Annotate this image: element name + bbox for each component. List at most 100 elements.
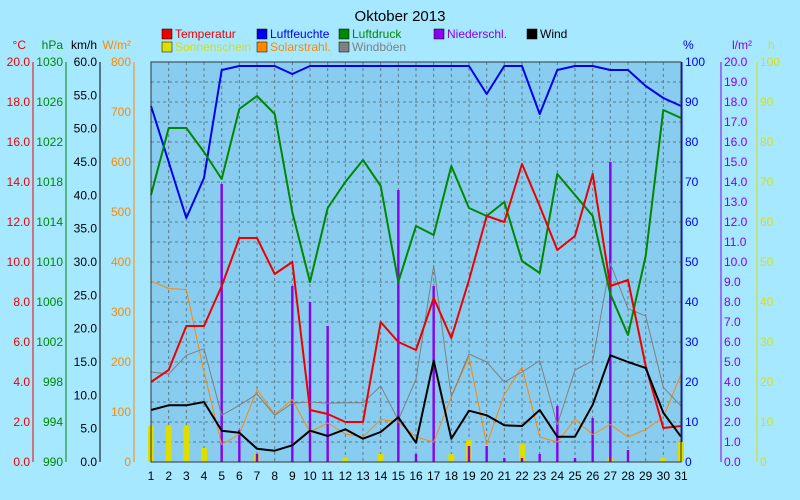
precipitation-bar (591, 418, 594, 462)
axis-tick-label: 40.0 (74, 188, 98, 202)
line-solarstrahl (150, 280, 682, 445)
precipitation-bar (556, 406, 559, 462)
axis-tick-label: 19.0 (724, 75, 748, 89)
precipitation-bar (326, 326, 329, 462)
axis-tick-label: 20 (685, 375, 699, 389)
precipitation-bar (467, 446, 471, 462)
axis-tick-label: 45.0 (74, 155, 98, 169)
x-tick-label: 6 (236, 469, 243, 483)
axis-tick-label: 400 (111, 255, 131, 269)
x-tick-label: 10 (303, 469, 317, 483)
axis-tick-label: 15.0 (74, 355, 98, 369)
x-tick-label: 18 (445, 469, 459, 483)
x-tick-label: 11 (321, 469, 334, 483)
axis-tick-label: 18.0 (724, 95, 748, 109)
axis-tick-label: 300 (111, 305, 131, 319)
axis-tick-label: 90 (685, 95, 699, 109)
x-tick-label: 14 (374, 469, 388, 483)
axis-tick-label: 20.0 (7, 55, 31, 69)
axis-unit-label: km/h (71, 38, 97, 52)
axis-unit-label: °C (13, 38, 27, 52)
legend-label: Temperatur (175, 27, 236, 41)
axis-tick-label: 10.0 (74, 388, 98, 402)
line-wind (150, 354, 682, 452)
axis-tick-label: 100 (685, 55, 705, 69)
legend-item: Solarstrahl. (256, 40, 331, 54)
axis-tick-label: 50 (760, 255, 774, 269)
axis-tick-label: 1002 (36, 335, 63, 349)
axis-tick-label: 10 (685, 415, 699, 429)
line-temperatur (150, 163, 682, 429)
precipitation-bar (255, 454, 259, 462)
lines (150, 65, 682, 452)
axis-tick-label: 100 (111, 405, 131, 419)
legend-item: Luftfeuchte (256, 27, 330, 41)
axis-tick-label: 4.0 (724, 375, 741, 389)
axis-tick-label: 0 (760, 455, 767, 469)
x-tick-label: 29 (639, 469, 653, 483)
axis-tick-label: 13.0 (724, 195, 748, 209)
axis-tick-label: 60 (685, 215, 699, 229)
line-windben (150, 262, 682, 426)
x-axis: 1 2 3 4 5 6 7 8 9 10 11 12 13 14 15 16 17 18 19 20 21 22 23 24 2… (148, 469, 688, 483)
x-tick-label: 16 (409, 469, 423, 483)
axes: °C 20.0 18.0 16.0 14.0 12.0 10.0 8.0 6.0 4.0 2.0 0.… (7, 38, 781, 469)
plot-frame (150, 61, 682, 463)
legend-item: Windböen (338, 40, 406, 54)
left-axis-1: °C 20.0 18.0 16.0 14.0 12.0 10.0 8.0 6.0 4.0 2.0 0.… (7, 38, 34, 469)
precipitation-bar (308, 302, 312, 462)
sunshine-bar (519, 444, 525, 462)
axis-unit-label: l/m² (732, 38, 752, 52)
x-tick-label: 4 (201, 469, 208, 483)
x-tick-label: 26 (586, 469, 600, 483)
x-tick-label: 23 (533, 469, 547, 483)
legend-swatch (161, 41, 173, 53)
axis-tick-label: 16.0 (7, 135, 31, 149)
legend-swatch (433, 28, 445, 40)
axis-tick-label: 6.0 (13, 335, 30, 349)
x-tick-label: 27 (604, 469, 618, 483)
axis-tick-label: 35.0 (74, 222, 98, 236)
line-luftfeuchte (150, 65, 682, 219)
axis-tick-label: 10.0 (7, 255, 31, 269)
x-tick-label: 17 (427, 469, 441, 483)
precipitation-bar (538, 454, 541, 462)
axis-tick-label: 994 (43, 415, 63, 429)
axis-tick-label: 1030 (36, 55, 63, 69)
precipitation-bar (397, 190, 400, 462)
axis-tick-label: 990 (43, 455, 63, 469)
x-tick-label: 7 (254, 469, 261, 483)
sunshine-bar (377, 454, 384, 462)
axis-tick-label: 2.0 (13, 415, 30, 429)
precipitation-bar (520, 458, 524, 462)
line-luftdruck (150, 95, 682, 336)
legend-label: Windböen (352, 40, 406, 54)
legend-item: Niederschl. (433, 27, 507, 41)
sunshine-bar (342, 458, 349, 462)
x-tick-label: 30 (657, 469, 671, 483)
axis-tick-label: 15.0 (724, 155, 748, 169)
axis-tick-label: 800 (111, 55, 131, 69)
precipitation-bar (291, 286, 294, 462)
x-tick-label: 9 (289, 469, 296, 483)
x-tick-label: 20 (480, 469, 494, 483)
axis-tick-label: 70 (685, 175, 699, 189)
axis-tick-label: 6.0 (724, 335, 741, 349)
axis-tick-label: 200 (111, 355, 131, 369)
legend: Temperatur Luftfeuchte Luftdruck Niederschl… (161, 27, 567, 54)
axis-tick-label: 1.0 (724, 435, 741, 449)
axis-tick-label: 1026 (36, 95, 63, 109)
axis-tick-label: 8.0 (13, 295, 30, 309)
axis-tick-label: 30 (760, 335, 774, 349)
axis-tick-label: 8.0 (724, 295, 741, 309)
sunshine-bar (165, 426, 172, 462)
axis-tick-label: 700 (111, 105, 131, 119)
left-axis-4: W/m² 800 700 600 500 400 300 200 100 0 (102, 38, 135, 469)
axis-tick-label: 40 (760, 295, 774, 309)
axis-tick-label: 1014 (36, 215, 63, 229)
axis-tick-label: 3.0 (724, 395, 741, 409)
axis-tick-label: 0 (124, 455, 131, 469)
legend-swatch (256, 28, 268, 40)
axis-tick-label: 5.0 (724, 355, 741, 369)
